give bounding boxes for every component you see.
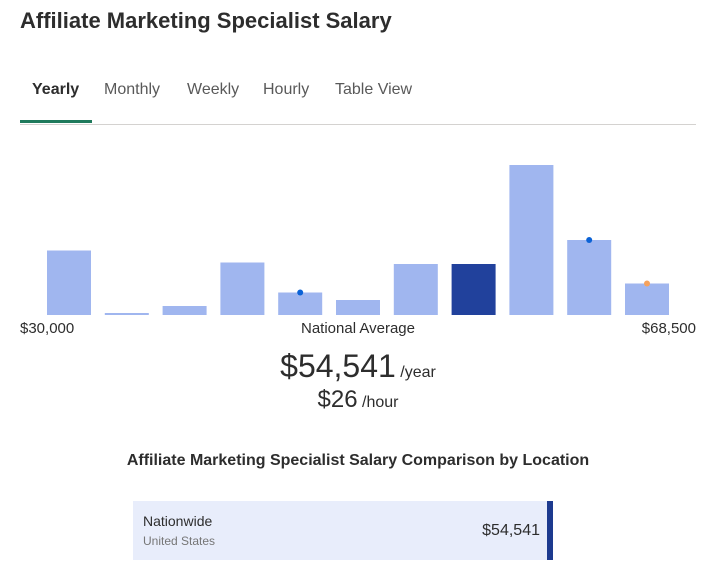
histogram-bar	[162, 306, 207, 315]
tab-weekly[interactable]: Weekly	[187, 81, 240, 98]
average-hourly-amount: $26	[317, 386, 358, 413]
average-yearly: $54,541 /year	[0, 348, 716, 385]
tab-table-view[interactable]: Table View	[335, 81, 413, 98]
comparison-title: Affiliate Marketing Specialist Salary Co…	[126, 452, 590, 469]
histogram-bar	[336, 300, 380, 315]
location-salary: $54,541	[482, 522, 540, 539]
x-axis-max-label: $68,500	[641, 320, 696, 337]
location-row-nationwide[interactable]: Nationwide United States $54,541	[133, 501, 553, 560]
salary-histogram	[47, 165, 669, 315]
average-yearly-unit: /year	[400, 364, 436, 381]
average-hourly: $26 /hour	[0, 386, 716, 414]
histogram-marker-dot	[297, 289, 304, 296]
histogram-bar	[567, 240, 612, 315]
histogram-bar	[393, 264, 438, 315]
location-subtitle: United States	[143, 534, 216, 548]
histogram-bar	[278, 292, 323, 315]
x-axis-center-label: National Average	[301, 320, 415, 337]
x-axis-min-label: $30,000	[20, 320, 75, 337]
histogram-bar	[220, 262, 265, 315]
tab-monthly[interactable]: Monthly	[104, 81, 161, 98]
pay-period-tabs: Yearly Monthly Weekly Hourly Table View	[20, 70, 696, 125]
histogram-bar-highlighted	[451, 264, 496, 315]
histogram-bar	[47, 250, 91, 315]
histogram-bar	[625, 283, 669, 315]
active-tab-indicator	[20, 120, 92, 123]
histogram-marker-dot	[644, 280, 650, 287]
histogram-bar	[509, 165, 554, 315]
histogram-marker-dot	[586, 237, 593, 243]
location-name: Nationwide	[143, 513, 213, 529]
tab-yearly[interactable]: Yearly	[32, 81, 80, 98]
average-yearly-amount: $54,541	[280, 348, 396, 384]
page-title: Affiliate Marketing Specialist Salary	[20, 8, 392, 33]
tab-hourly[interactable]: Hourly	[263, 81, 310, 98]
histogram-bar	[104, 313, 149, 315]
average-hourly-unit: /hour	[362, 394, 399, 411]
